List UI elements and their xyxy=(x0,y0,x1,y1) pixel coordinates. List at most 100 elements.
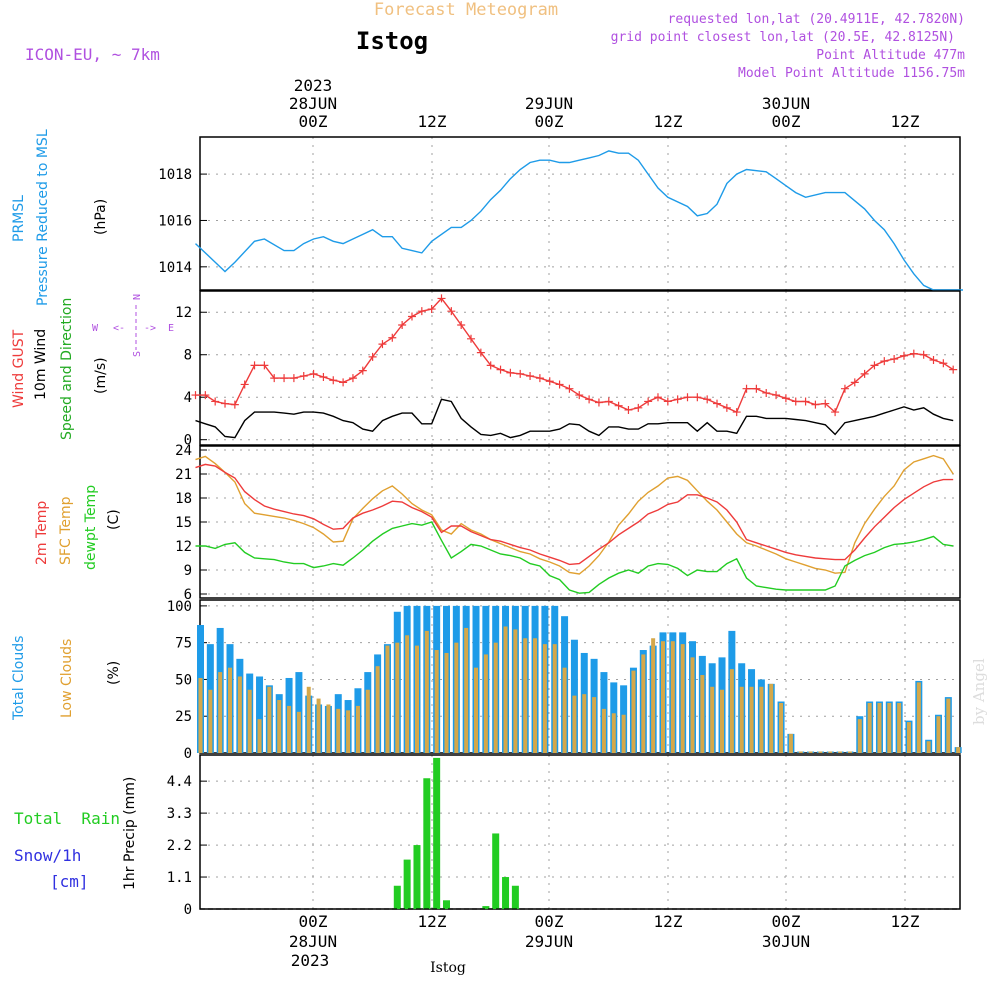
low-cloud-bar xyxy=(513,629,518,753)
wind-gust-marker xyxy=(545,377,554,386)
temp-ytick-label: 15 xyxy=(175,515,192,531)
low-cloud-bar xyxy=(464,627,469,753)
wind-ytick-label: 0 xyxy=(184,433,192,449)
wind-speed-dir-label: Speed and Direction xyxy=(59,298,75,440)
snow-label: Snow/1h xyxy=(14,846,81,865)
low-cloud-bar xyxy=(326,704,331,753)
wind-gust-marker xyxy=(693,393,702,402)
wind-gust-marker xyxy=(821,399,830,408)
wind-gust-marker xyxy=(230,400,239,409)
temp-ytick-label: 6 xyxy=(184,587,192,603)
clouds-ytick-label: 0 xyxy=(184,746,192,762)
temp-2m-label: 2m Temp xyxy=(34,501,50,565)
temp-unit-label: (C) xyxy=(106,509,122,530)
low-cloud-bar xyxy=(956,747,961,753)
model-label: ICON-EU, ~ 7km xyxy=(25,45,160,64)
pressure-ytick-label: 1016 xyxy=(158,213,192,229)
low-cloud-bar xyxy=(247,689,252,753)
pressure-ytick-label: 1018 xyxy=(158,167,192,183)
wind-gust-marker xyxy=(624,405,633,414)
low-cloud-bar xyxy=(611,713,616,753)
low-cloud-bar xyxy=(818,751,823,753)
location-title: Istog xyxy=(356,27,428,55)
precip-frame xyxy=(199,754,961,910)
clouds-ytick-label: 100 xyxy=(167,599,192,615)
low-cloud-bar xyxy=(523,638,528,753)
low-cloud-bar xyxy=(857,719,862,753)
temp-sfc-label: SFC Temp xyxy=(58,496,74,565)
low-cloud-bar xyxy=(887,702,892,753)
chart-title: Forecast Meteogram xyxy=(374,0,558,20)
temp-ytick-label: 9 xyxy=(184,563,192,579)
bottom-tick-label: 00Z xyxy=(772,912,801,931)
low-cloud-bar xyxy=(287,705,292,753)
wind-gust-marker xyxy=(398,320,407,329)
wind-gust-marker xyxy=(319,373,328,382)
low-cloud-bar xyxy=(572,695,577,753)
wind-gust-marker xyxy=(211,397,220,406)
rain-bar xyxy=(403,859,411,909)
wind-gust-marker xyxy=(486,361,495,370)
low-cloud-bar xyxy=(847,751,852,753)
wind-gust-marker xyxy=(909,349,918,358)
precip-axis-label: 1hr Precip (mm) xyxy=(122,777,138,890)
low-cloud-bar xyxy=(483,654,488,753)
temperature-panel: 6 9 12 15 18 21 24 xyxy=(175,443,961,603)
svg-text:<-: <- xyxy=(113,323,125,334)
low-cloud-bar xyxy=(375,666,380,753)
wind-gust-marker xyxy=(496,365,505,374)
wind-gust-marker xyxy=(427,305,436,314)
wind-gust-marker xyxy=(840,384,849,393)
low-cloud-bar xyxy=(277,700,282,753)
low-cloud-bar xyxy=(877,702,882,753)
temp-ytick-label: 12 xyxy=(175,539,192,555)
low-cloud-bar xyxy=(710,686,715,753)
low-cloud-bar xyxy=(346,710,351,753)
total-cloud-bar xyxy=(256,676,264,753)
bottom-tick-label: 12Z xyxy=(891,912,920,931)
low-cloud-bar xyxy=(316,698,321,753)
wind-gust-marker xyxy=(280,374,289,383)
wind-gust-marker xyxy=(713,399,722,408)
precip-panel: 0 1.1 2.2 3.3 4.4 xyxy=(167,754,961,918)
temp-ytick-label: 24 xyxy=(175,443,192,459)
dewpt-line xyxy=(195,521,954,594)
temp-dewpt-label: dewpt Temp xyxy=(83,485,99,570)
wind-10m-label: 10m Wind xyxy=(33,329,49,400)
wind-gust-marker xyxy=(850,378,859,387)
wind-gust-marker xyxy=(270,374,279,383)
low-cloud-bar xyxy=(365,689,370,753)
clouds-unit-label: (%) xyxy=(106,661,122,685)
low-cloud-bar xyxy=(641,654,646,753)
temp-2m-line xyxy=(195,463,954,566)
wind-gust-marker xyxy=(919,350,928,359)
wind-gust-marker xyxy=(732,408,741,417)
total-clouds-label: Total Clouds xyxy=(11,636,27,721)
low-cloud-bar xyxy=(690,657,695,753)
low-cloud-bar xyxy=(434,650,439,753)
wind-gust-marker xyxy=(329,376,338,385)
compass-w: W xyxy=(92,323,99,334)
low-cloud-bar xyxy=(552,644,557,753)
top-tick-label: 00Z xyxy=(535,112,564,131)
low-cloud-bar xyxy=(651,638,656,753)
snow-cm-label: [cm] xyxy=(50,872,89,891)
wind-gust-marker xyxy=(348,374,357,383)
wind-gust-marker xyxy=(663,397,672,406)
low-cloud-bar xyxy=(926,741,931,753)
wind-gust-marker xyxy=(417,307,426,316)
wind-gust-marker xyxy=(407,312,416,321)
wind-gust-marker xyxy=(762,388,771,397)
wind-gust-marker xyxy=(260,361,269,370)
top-date-label: 29JUN xyxy=(525,94,573,113)
svg-text:->: -> xyxy=(144,323,156,334)
wind-gust-marker xyxy=(358,366,367,375)
rain-bar xyxy=(393,885,401,909)
low-cloud-bar xyxy=(454,642,459,753)
low-cloud-bar xyxy=(680,644,685,753)
wind-gust-label: Wind GUST xyxy=(11,329,27,408)
pressure-line xyxy=(195,150,963,291)
low-cloud-bar xyxy=(582,694,587,753)
top-date-label: 30JUN xyxy=(762,94,810,113)
